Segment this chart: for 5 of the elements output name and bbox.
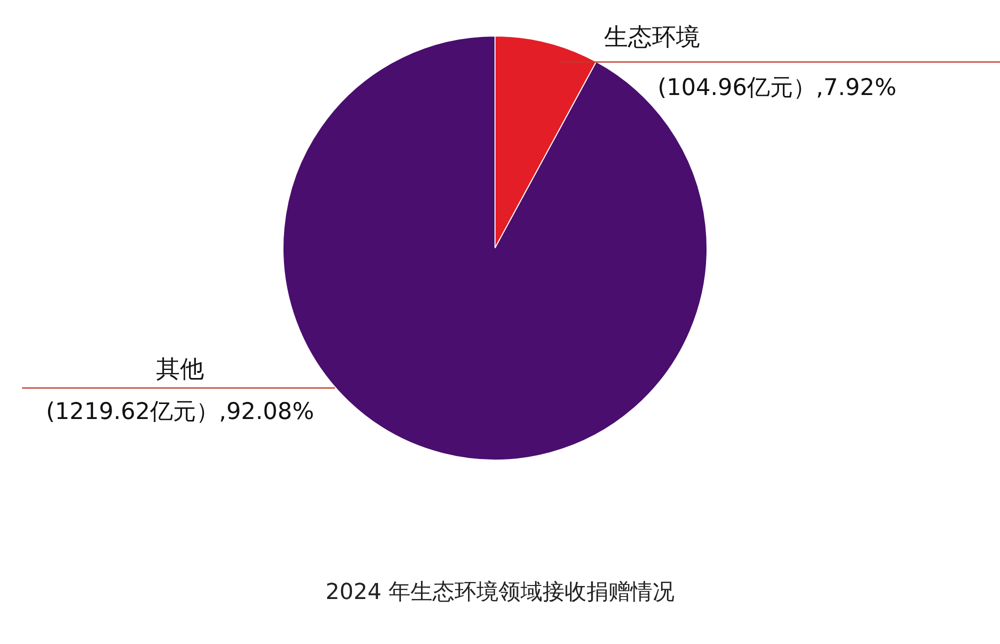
data-label: (1219.62亿元）,92.08% xyxy=(46,399,314,425)
slice-label: 生态环境 xyxy=(604,23,700,51)
slice-label: 其他 xyxy=(156,355,204,383)
text: 2024 年生态环境领域接收捐赠情况 xyxy=(326,580,674,605)
data-label: (104.96亿元）,7.92% xyxy=(658,75,896,101)
